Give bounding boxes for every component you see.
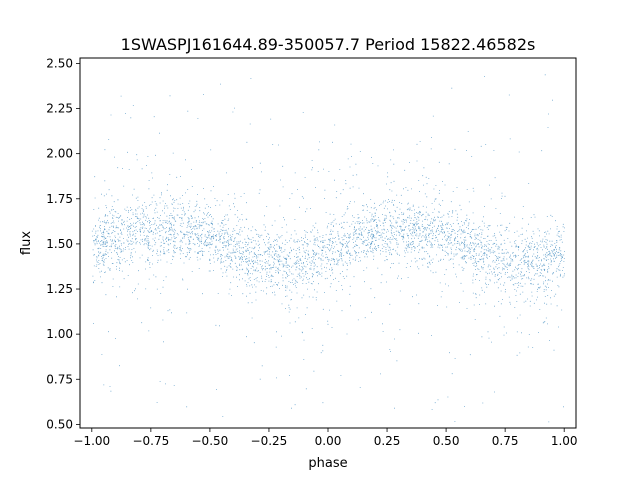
x-tick-label: −0.50 [192,434,229,448]
x-tick-label: −0.25 [251,434,288,448]
x-axis-label: phase [308,456,347,471]
y-tick-label: 0.50 [46,417,73,431]
y-tick-label: 1.25 [46,282,73,296]
y-tick-label: 2.25 [46,102,73,116]
y-tick-label: 1.75 [46,192,73,206]
x-tick-label: −1.00 [73,434,110,448]
x-tick-label: −0.75 [132,434,169,448]
x-tick-label: 0.25 [374,434,401,448]
x-tick-label: 0.50 [433,434,460,448]
x-tick-label: 1.00 [551,434,578,448]
y-tick-label: 1.50 [46,237,73,251]
y-axis: 0.50 0.75 1.00 1.25 1.50 1.75 2.00 2.25 2.50 [46,56,80,431]
y-tick-label: 1.00 [46,327,73,341]
x-tick-label: 0.00 [315,434,342,448]
x-axis: −1.00 −0.75 −0.50 −0.25 0.00 0.25 0.50 0.75 1.00 [73,428,578,448]
y-tick-label: 2.50 [46,56,73,70]
y-tick-label: 2.00 [46,147,73,161]
y-tick-label: 0.75 [46,372,73,386]
x-tick-label: 0.75 [492,434,519,448]
chart-title: 1SWASPJ161644.89-350057.7 Period 15822.4… [121,35,536,54]
y-axis-label: flux [19,231,34,255]
